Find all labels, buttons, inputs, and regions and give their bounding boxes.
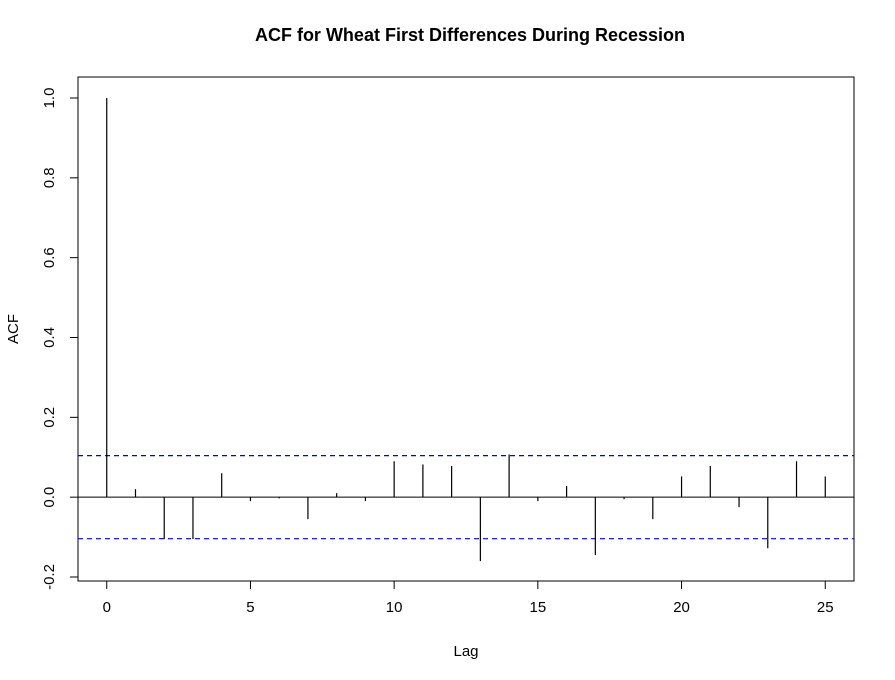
y-tick-label: -0.2 [41, 564, 58, 590]
y-tick-label: 0.0 [41, 487, 58, 508]
x-axis-label: Lag [453, 643, 478, 660]
y-axis-label: ACF [5, 314, 22, 344]
x-axis: 0 5 10 15 20 25 [103, 581, 834, 616]
plot-frame [77, 76, 855, 582]
acf-bars [106, 98, 826, 562]
y-tick-label: 1.0 [41, 88, 58, 109]
x-tick-label: 25 [817, 599, 834, 616]
x-tick-label: 0 [103, 599, 111, 616]
y-tick-label: 0.6 [41, 247, 58, 268]
y-axis: -0.2 0.0 0.2 0.4 0.6 0.8 1.0 [41, 88, 78, 590]
x-tick-label: 15 [530, 599, 547, 616]
x-tick-label: 5 [246, 599, 254, 616]
chart-title: ACF for Wheat First Differences During R… [255, 25, 685, 45]
y-tick-label: 0.8 [41, 167, 58, 188]
y-tick-label: 0.2 [41, 407, 58, 428]
y-tick-label: 0.4 [41, 327, 58, 348]
x-tick-label: 10 [386, 599, 403, 616]
x-tick-label: 20 [673, 599, 690, 616]
